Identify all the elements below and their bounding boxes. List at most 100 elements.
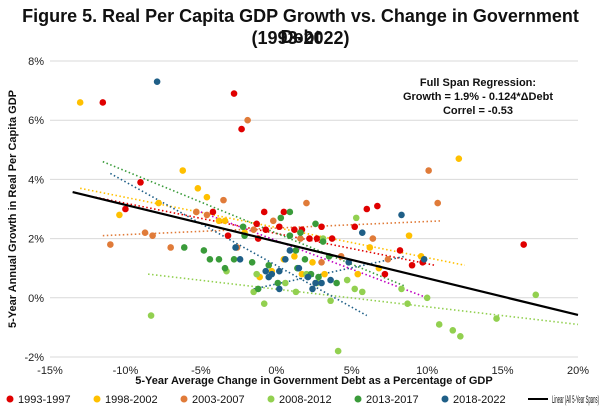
data-point [99,99,107,106]
data-point [215,256,223,263]
data-point [221,264,229,272]
x-tick-label: 10% [416,365,438,377]
data-point [141,229,149,236]
data-point [76,99,84,106]
data-point [532,291,540,299]
data-point [328,235,336,242]
data-point [405,232,413,239]
data-point [301,256,309,263]
data-point [232,244,239,251]
data-point [455,155,463,162]
data-point [351,223,359,231]
data-point [265,261,273,269]
data-point [194,184,202,192]
data-point [396,247,404,254]
data-point [408,261,416,269]
data-point [457,332,464,340]
data-point [282,256,289,263]
data-point [238,125,245,133]
chart-title: Figure 5. Real Per Capita GDP Growth vs.… [22,6,579,47]
y-tick-label: 2% [28,234,44,246]
legend-label: 2018-2022 [453,394,506,406]
y-tick-label: 8% [28,56,44,68]
data-point [292,288,300,296]
legend-marker [93,395,101,403]
y-tick-label: 4% [28,174,44,186]
data-point [309,258,316,266]
data-point [239,223,247,231]
data-point [423,294,431,302]
data-point [434,199,442,207]
data-point [304,273,312,281]
data-point [358,229,366,236]
data-point [319,238,327,245]
x-tick-label: 0% [268,365,284,377]
data-point [167,244,174,251]
data-point [369,235,377,242]
data-point [224,232,232,239]
data-point [147,312,155,319]
data-point [333,279,340,287]
data-point [398,211,405,219]
data-point [209,208,217,216]
data-point [286,232,294,239]
data-point [298,270,306,278]
legend-marker [6,395,14,403]
data-point [358,288,366,296]
data-point [449,327,457,334]
data-point [354,270,362,278]
data-point [280,208,288,216]
overall-linear-fit-line [72,190,579,317]
data-point [107,241,114,248]
data-point [254,285,262,293]
y-axis-title: 5-Year Annual Growth in Real Per Capita … [7,90,19,328]
data-point [282,279,289,287]
legend-label: 1993-1997 [18,394,71,406]
data-point [253,220,260,228]
legend-label: 2008-2012 [279,394,332,406]
data-point [425,167,432,174]
data-point [274,279,282,287]
data-point [398,285,405,293]
data-point [295,264,303,272]
data-point [291,253,298,260]
data-point [306,235,313,242]
data-point [343,276,351,284]
data-point [193,208,200,216]
data-point [309,285,316,293]
data-point [277,214,285,222]
regression-annotation-line: Full Span Regression: [420,77,536,89]
data-point [200,247,208,254]
data-point [366,244,374,251]
data-point [230,256,238,263]
data-point [250,226,257,234]
data-point [384,256,392,263]
data-point [318,258,325,266]
x-tick-label: -5% [191,365,211,377]
data-point [215,217,223,225]
data-point [303,199,310,207]
data-point [327,276,334,284]
data-point [206,256,214,263]
y-tick-label: -2% [24,352,44,364]
data-point [262,226,270,234]
data-point [276,267,283,275]
data-point [260,300,268,308]
y-tick-label: 6% [28,115,44,127]
legend-marker [267,395,275,403]
x-tick-label: 15% [492,365,514,377]
data-point [327,297,334,305]
series-trendline [102,220,443,237]
data-point [203,193,211,201]
legend-marker [180,395,188,403]
legend-marker [441,395,449,403]
data-point [520,241,527,248]
data-point [122,205,129,213]
data-point [253,270,260,278]
x-tick-label: -10% [113,365,139,377]
x-tick-label: 5% [344,365,360,377]
data-point [315,273,322,281]
regression-annotation-line: Correl = -0.53 [443,105,513,117]
